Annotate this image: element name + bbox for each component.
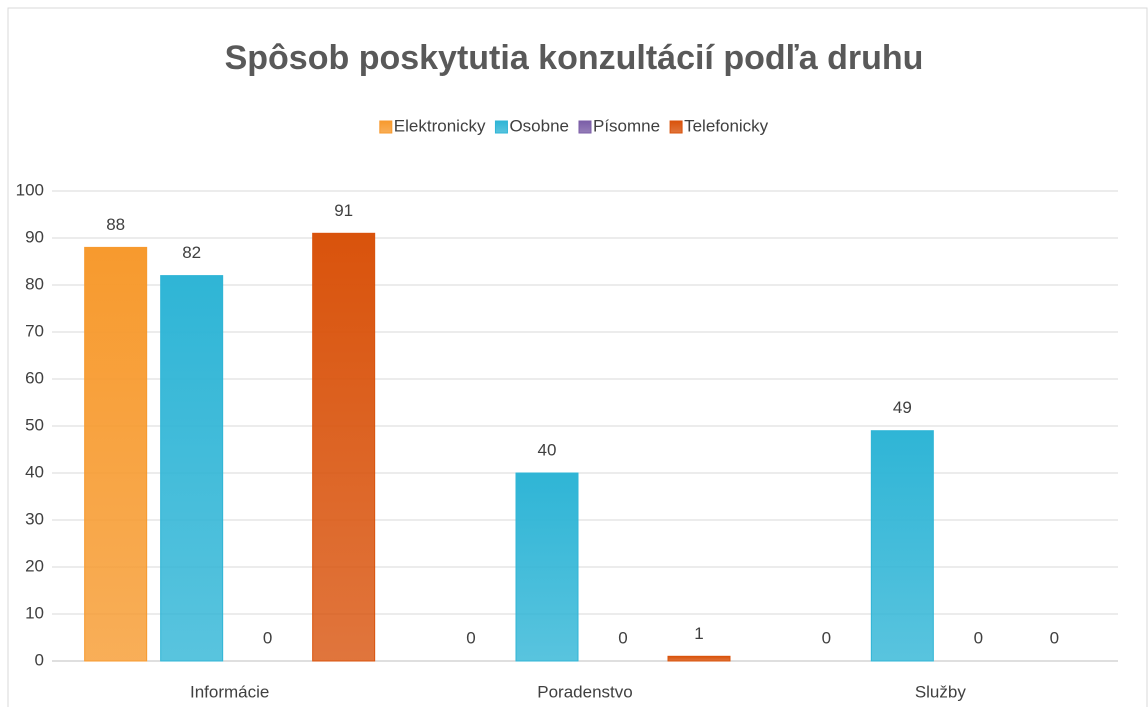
data-label: 82 bbox=[182, 243, 201, 262]
data-label: 0 bbox=[466, 628, 475, 647]
y-tick-label: 30 bbox=[25, 509, 44, 528]
data-label: 0 bbox=[974, 628, 983, 647]
y-tick-label: 90 bbox=[25, 227, 44, 246]
data-label: 1 bbox=[694, 624, 703, 643]
x-tick-label: Informácie bbox=[190, 682, 269, 701]
data-label: 0 bbox=[263, 628, 272, 647]
legend-swatch bbox=[578, 120, 592, 134]
data-label: 40 bbox=[538, 440, 557, 459]
x-tick-label: Služby bbox=[915, 682, 967, 701]
chart-title: Spôsob poskytutia konzultácií podľa druh… bbox=[225, 39, 924, 77]
legend-label: Telefonicky bbox=[684, 116, 769, 135]
y-tick-label: 20 bbox=[25, 556, 44, 575]
data-label: 88 bbox=[106, 215, 125, 234]
data-label: 91 bbox=[334, 201, 353, 220]
legend-label: Elektronicky bbox=[394, 116, 486, 135]
bar bbox=[515, 472, 579, 662]
bar bbox=[160, 275, 224, 662]
bar bbox=[312, 232, 376, 662]
x-tick-label: Poradenstvo bbox=[537, 682, 632, 701]
data-label: 0 bbox=[618, 628, 627, 647]
bar bbox=[870, 430, 934, 662]
data-label: 0 bbox=[822, 628, 831, 647]
data-label: 0 bbox=[1050, 628, 1059, 647]
legend-swatch bbox=[669, 120, 683, 134]
y-tick-label: 80 bbox=[25, 274, 44, 293]
bar bbox=[667, 655, 731, 662]
y-tick-label: 50 bbox=[25, 415, 44, 434]
legend-label: Písomne bbox=[593, 116, 660, 135]
y-tick-label: 0 bbox=[35, 650, 44, 669]
legend-swatch bbox=[494, 120, 508, 134]
legend-label: Osobne bbox=[509, 116, 569, 135]
y-tick-label: 100 bbox=[16, 180, 44, 199]
bar bbox=[84, 246, 148, 662]
chart-border bbox=[7, 7, 1148, 707]
y-tick-label: 10 bbox=[25, 603, 44, 622]
data-label: 49 bbox=[893, 398, 912, 417]
legend-swatch bbox=[379, 120, 393, 134]
legend: Elektronicky Osobne Písomne Telefonicky bbox=[379, 116, 769, 135]
y-tick-label: 60 bbox=[25, 368, 44, 387]
y-tick-label: 40 bbox=[25, 462, 44, 481]
y-tick-label: 70 bbox=[25, 321, 44, 340]
